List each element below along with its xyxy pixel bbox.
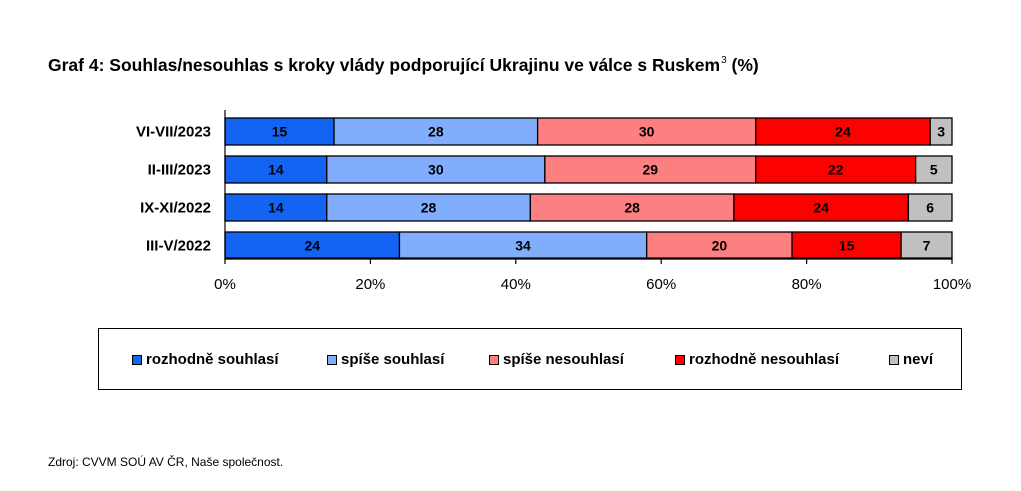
bar-segment	[224, 193, 328, 222]
bar-segment	[529, 193, 735, 222]
x-tick-label: 20%	[355, 276, 385, 293]
legend-label: spíše souhlasí	[341, 351, 445, 368]
chart-title-text: Graf 4: Souhlas/nesouhlas s kroky vlády …	[48, 55, 721, 75]
chart-title: Graf 4: Souhlas/nesouhlas s kroky vlády …	[48, 55, 759, 76]
bar-segment	[755, 155, 917, 184]
legend-label: spíše nesouhlasí	[503, 351, 624, 368]
data-label: 15	[272, 124, 288, 140]
bar-segment	[326, 155, 546, 184]
chart-title-suffix: (%)	[726, 55, 759, 75]
legend-item: rozhodně nesouhlasí	[675, 351, 839, 368]
bar-segment	[791, 231, 902, 260]
legend-swatch	[327, 354, 337, 365]
stacked-bar-chart: VI-VII/2023 15 28 30 24 3 II-III/2023 14 30 29 22 5…	[136, 110, 971, 293]
chart-legend: rozhodně souhlasí spíše souhlasí spíše nes…	[98, 328, 962, 390]
bar-segment	[915, 155, 953, 184]
bar-segment	[544, 155, 757, 184]
legend-label: neví	[903, 351, 934, 368]
data-label: 30	[428, 162, 444, 178]
chart-title-footnote: 3	[721, 55, 727, 66]
data-label: 20	[712, 238, 728, 254]
bar-segment	[224, 117, 335, 146]
data-label: 5	[930, 162, 938, 178]
legend-item: spíše nesouhlasí	[489, 351, 624, 368]
legend-swatch	[132, 354, 142, 365]
data-label: 34	[515, 238, 531, 254]
legend-swatch	[489, 354, 499, 365]
data-label: 28	[428, 124, 444, 140]
data-label: 24	[813, 200, 829, 216]
x-tick-label: 0%	[214, 276, 236, 293]
x-tick-label: 60%	[646, 276, 676, 293]
bar-segment	[900, 231, 953, 260]
data-label: 22	[828, 162, 844, 178]
x-tick-label: 80%	[792, 276, 822, 293]
data-label: 29	[643, 162, 659, 178]
legend-item: spíše souhlasí	[327, 351, 444, 368]
legend-item: rozhodně souhlasí	[132, 351, 279, 368]
data-label: 28	[624, 200, 640, 216]
legend-item: neví	[889, 351, 933, 368]
legend-label: rozhodně nesouhlasí	[689, 351, 840, 368]
data-label: 28	[421, 200, 437, 216]
data-label: 24	[304, 238, 320, 254]
data-label: 3	[937, 124, 945, 140]
legend-swatch	[889, 354, 899, 365]
bar-segment	[929, 117, 953, 146]
bar-segment	[733, 193, 910, 222]
x-tick-label: 40%	[501, 276, 531, 293]
data-label: 24	[835, 124, 851, 140]
bar-segment	[646, 231, 793, 260]
legend-swatch	[675, 354, 685, 365]
category-label: IX-XI/2022	[140, 200, 211, 217]
data-label: 14	[268, 162, 284, 178]
bar-segment	[907, 193, 953, 222]
data-label: 7	[923, 238, 931, 254]
source-note: Zdroj: CVVM SOÚ AV ČR, Naše společnost.	[48, 455, 284, 469]
category-label: III-V/2022	[146, 238, 211, 255]
bar-segment	[333, 117, 539, 146]
bar-segment	[224, 155, 328, 184]
data-label: 6	[926, 200, 934, 216]
bar-segment	[398, 231, 648, 260]
legend-label: rozhodně souhlasí	[146, 351, 279, 368]
bar-segment	[536, 117, 757, 146]
data-label: 14	[268, 200, 284, 216]
data-label: 15	[839, 238, 855, 254]
category-label: VI-VII/2023	[136, 124, 211, 141]
bar-segment	[224, 231, 401, 260]
x-tick-label: 100%	[933, 276, 971, 293]
data-label: 30	[639, 124, 655, 140]
category-label: II-III/2023	[148, 162, 211, 179]
